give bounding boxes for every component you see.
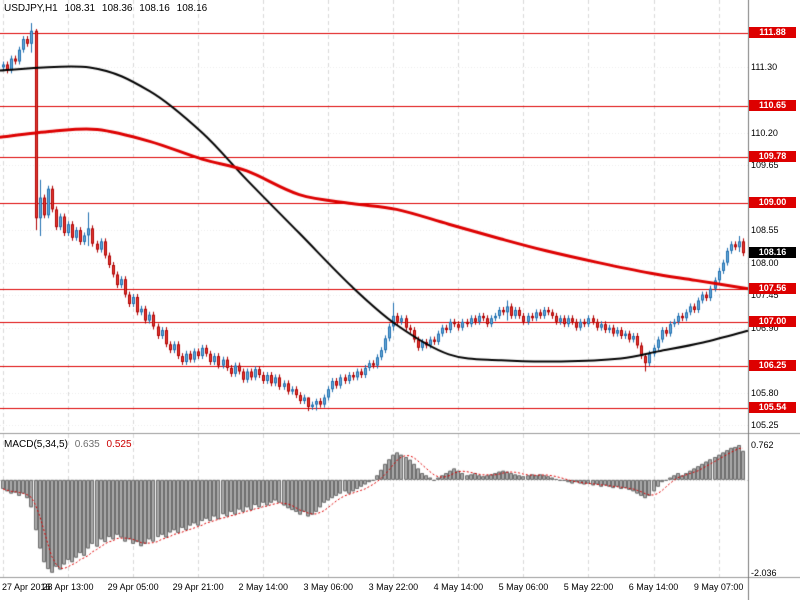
price-axis-label: 108.00 <box>751 257 779 268</box>
hline-price-badge: 110.65 <box>749 99 796 111</box>
hline-price-badge: 109.78 <box>749 151 796 163</box>
hline-price-badge: 109.00 <box>749 197 796 209</box>
chart-header: USDJPY,H1 108.31 108.36 108.16 108.16 <box>4 3 211 14</box>
macd-signal-value: 0.525 <box>106 439 132 450</box>
price-axis-label: 109.65 <box>751 160 779 171</box>
macd-axis-label: 0.762 <box>751 440 774 450</box>
hline-price-badge: 107.00 <box>749 315 796 327</box>
time-axis-label: 27 Apr 2016 <box>2 582 51 592</box>
time-axis-label: 28 Apr 13:00 <box>42 582 94 592</box>
symbol-timeframe-label: USDJPY,H1 <box>4 3 58 14</box>
time-axis-label: 6 May 14:00 <box>628 582 679 592</box>
price-axis-label: 108.55 <box>751 225 779 236</box>
price-axis-label: 106.90 <box>751 322 779 333</box>
quote-close: 108.16 <box>176 3 208 14</box>
quote-low: 108.16 <box>139 3 170 14</box>
time-axis-label: 2 May 14:00 <box>238 582 288 592</box>
hline-price-badge: 106.25 <box>749 360 796 372</box>
hline-price-badge: 105.54 <box>749 402 796 414</box>
time-axis-label: 29 Apr 05:00 <box>107 582 159 592</box>
time-axis-label: 3 May 22:00 <box>368 582 419 592</box>
macd-header: MACD(5,34,5) 0.635 0.525 <box>4 439 132 450</box>
price-axis-label: 110.20 <box>751 127 778 138</box>
macd-indicator-label: MACD(5,34,5) <box>4 439 68 450</box>
price-axis-label: 107.45 <box>751 290 779 301</box>
hline-price-badge: 111.88 <box>749 27 796 39</box>
price-axis-label: 111.30 <box>751 62 778 73</box>
hline-price-badge: 107.56 <box>749 282 796 294</box>
time-axis-label: 5 May 06:00 <box>498 582 549 592</box>
macd-axis-label: -2.036 <box>751 568 777 579</box>
time-axis-label: 29 Apr 21:00 <box>172 582 224 592</box>
time-axis-label: 4 May 14:00 <box>433 582 484 592</box>
quote-open: 108.31 <box>64 3 96 14</box>
time-axis-label: 3 May 06:00 <box>303 582 354 592</box>
time-axis-label: 5 May 22:00 <box>563 582 614 592</box>
current-price-badge: 108.16 <box>749 247 796 259</box>
time-axis-label: 9 May 07:00 <box>693 582 744 592</box>
price-axis-label: 105.80 <box>751 387 779 398</box>
price-axis-label: 105.25 <box>751 420 779 431</box>
quote-high: 108.36 <box>101 3 133 14</box>
macd-main-value: 0.635 <box>74 439 100 450</box>
